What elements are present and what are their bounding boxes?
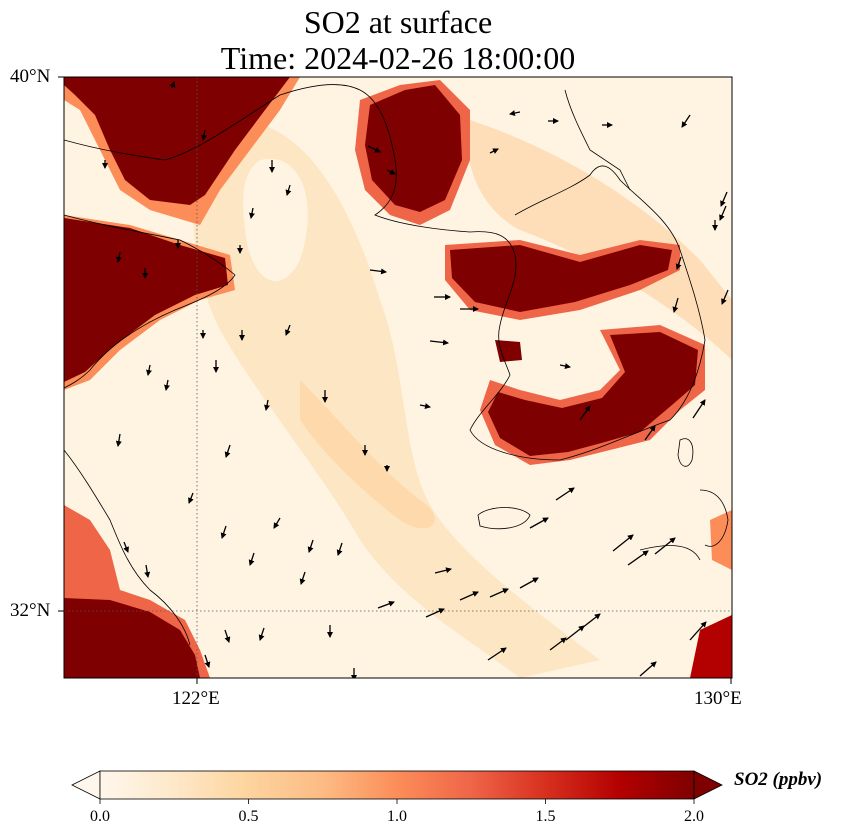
map-plot-area xyxy=(64,77,732,678)
wind-arrow xyxy=(377,600,395,609)
colorbar-extend-low xyxy=(71,770,101,800)
wind-arrow xyxy=(644,425,656,441)
so2-plume-north xyxy=(243,158,308,282)
so2-hotspot-yangtze xyxy=(64,598,200,678)
wind-vectors xyxy=(102,81,729,678)
colorbar-tick-3: 1.5 xyxy=(535,808,556,825)
wind-arrow xyxy=(529,517,549,529)
wind-arrow xyxy=(307,539,314,553)
colorbar-tick-2: 1.0 xyxy=(387,808,407,825)
colorbar-tick-4: 2.0 xyxy=(684,808,704,825)
wind-arrow xyxy=(681,114,691,128)
wind-arrow xyxy=(249,207,255,219)
lat-label-32n: 32°N xyxy=(10,600,51,621)
wind-arrow xyxy=(188,492,194,504)
colorbar-tick-1: 0.5 xyxy=(238,808,259,825)
wind-arrow xyxy=(273,517,281,529)
wind-arrow xyxy=(549,637,567,651)
wind-arrow xyxy=(367,145,381,153)
wind-arrow xyxy=(258,627,265,641)
wind-arrow xyxy=(720,191,728,207)
wind-arrow xyxy=(459,591,479,601)
so2-plume-east xyxy=(467,120,732,360)
wind-arrow xyxy=(565,625,585,641)
wind-arrow xyxy=(429,339,449,346)
colorbar-tick-0: 0.0 xyxy=(90,808,110,825)
wind-arrow xyxy=(489,148,499,154)
wind-arrow xyxy=(164,379,170,391)
gridlines xyxy=(64,77,732,678)
so2-hotspot-shandong xyxy=(64,218,228,382)
wind-arrow xyxy=(519,577,539,589)
map-title: SO2 at surface xyxy=(303,4,493,40)
colorbar xyxy=(71,770,723,804)
colorbar-extend-high xyxy=(693,770,723,800)
lat-label-40n: 40°N xyxy=(10,66,51,87)
wind-arrow xyxy=(285,324,291,336)
map-time: Time: 2024-02-26 18:00:00 xyxy=(220,40,576,76)
wind-arrow xyxy=(639,661,657,677)
wind-arrow xyxy=(146,364,152,376)
wind-arrow xyxy=(386,169,396,175)
wind-arrow xyxy=(672,297,679,313)
colorbar-gradient xyxy=(100,771,694,799)
wind-arrow xyxy=(692,399,706,419)
wind-arrow xyxy=(123,541,129,553)
coastlines xyxy=(64,84,729,646)
wind-arrow xyxy=(559,363,571,369)
wind-arrow xyxy=(115,433,122,447)
wind-arrow xyxy=(612,534,634,552)
wind-arrow xyxy=(425,608,445,618)
so2-hotspot-far-southeast xyxy=(690,615,732,678)
so2-hotspot-seoul xyxy=(495,340,522,362)
map-frame xyxy=(63,76,733,679)
wind-arrow xyxy=(509,110,521,116)
so2-hotspot-south-korea xyxy=(488,332,698,456)
wind-arrow xyxy=(489,588,509,598)
so2-hotspot-north-china-core xyxy=(64,77,290,205)
wind-arrow xyxy=(264,399,270,411)
wind-arrow xyxy=(369,268,387,275)
wind-arrow xyxy=(627,550,649,566)
wind-arrow xyxy=(689,621,707,641)
so2-hotspot-liaoning xyxy=(365,85,462,212)
wind-arrow xyxy=(299,571,306,585)
wind-arrow xyxy=(336,542,343,556)
lon-label-122e: 122°E xyxy=(172,688,220,709)
wind-arrow xyxy=(579,405,591,421)
wind-arrow xyxy=(248,552,255,566)
wind-arrow xyxy=(116,251,122,263)
wind-arrow xyxy=(419,403,431,409)
wind-arrow xyxy=(169,81,176,89)
wind-arrow xyxy=(487,647,507,661)
wind-arrow xyxy=(224,629,231,643)
colorbar-label: SO2 (ppbv) xyxy=(734,769,823,790)
wind-arrow xyxy=(721,289,729,305)
wind-arrow xyxy=(204,654,211,668)
wind-arrow xyxy=(201,129,207,141)
lon-label-130e: 130°E xyxy=(694,688,742,709)
wind-arrow xyxy=(220,525,227,539)
wind-arrow xyxy=(224,444,231,458)
wind-arrow xyxy=(144,564,151,578)
wind-arrow xyxy=(719,205,727,221)
wind-arrow xyxy=(434,567,452,574)
so2-hotspot-north-korea xyxy=(450,245,672,312)
wind-arrow xyxy=(581,613,601,629)
wind-arrow xyxy=(555,487,575,501)
wind-arrow xyxy=(285,184,292,196)
wind-arrow xyxy=(675,256,682,270)
wind-arrow xyxy=(654,537,676,555)
